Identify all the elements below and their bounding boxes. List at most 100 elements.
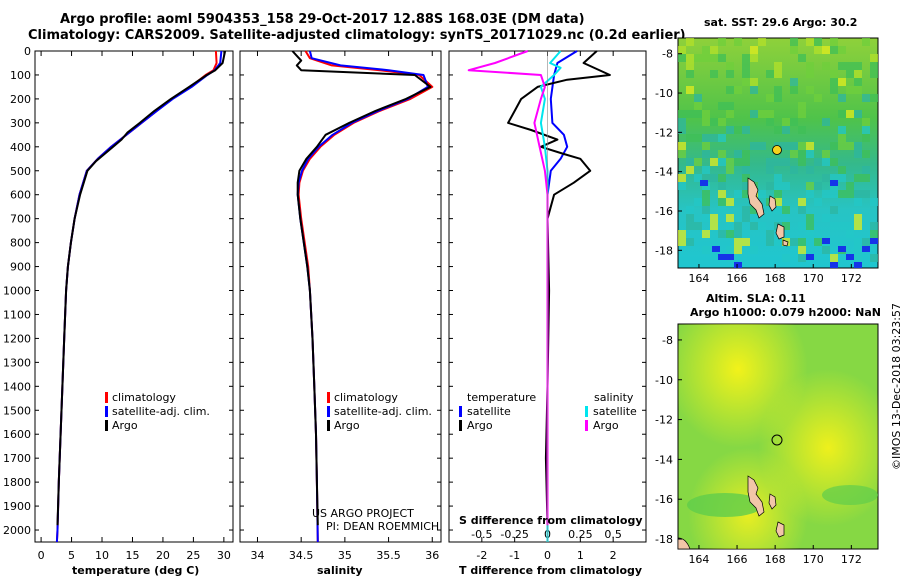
sst-pixel (678, 182, 686, 190)
sla-map: -8 -10 -12 -14 -16 -18 164 166 168 170 172 (655, 323, 879, 566)
sst-pixel (766, 70, 774, 78)
depth-tick-label: 2000 (3, 524, 31, 537)
sst-pixel (694, 110, 702, 118)
sst-pixel (806, 62, 814, 70)
lat-tick-label: -14 (655, 453, 673, 466)
sst-pixel (686, 222, 694, 230)
sst-pixel (686, 70, 694, 78)
sst-pixel (862, 94, 870, 102)
island-icon (747, 177, 765, 219)
lat-tick-label: -14 (655, 166, 673, 179)
difference-s-argo-line (467, 50, 549, 526)
lat-tick-label: -8 (662, 48, 673, 61)
island-icon (775, 521, 785, 538)
sst-pixel (854, 70, 862, 78)
salinity-tick-label: 34 (250, 549, 264, 562)
sst-pixel (846, 110, 854, 118)
sst-pixel (774, 206, 782, 214)
island-icon (768, 493, 777, 510)
sst-pixel (798, 54, 806, 62)
sla-low-band (687, 493, 763, 517)
sst-pixel (710, 174, 718, 182)
project-annotation: US ARGO PROJECT (312, 507, 414, 520)
difference-legend-right: salinity satellite Argo (585, 391, 637, 432)
sst-pixel (742, 78, 750, 86)
sst-pixel (702, 174, 710, 182)
difference-t-satellite-line (546, 50, 578, 542)
salinity-x-label: salinity (317, 564, 363, 577)
legend-label-s-satellite: satellite (593, 405, 637, 418)
sst-pixel (814, 158, 822, 166)
sst-pixel (822, 246, 830, 254)
sst-pixel (734, 150, 742, 158)
sst-pixel (854, 62, 862, 70)
t-diff-tick-label: 2 (610, 549, 617, 562)
sst-pixel (750, 246, 758, 254)
sst-pixel (702, 190, 710, 198)
sst-pixel (750, 78, 758, 86)
temperature-panel: 0100200300400500600700800900100011001200… (3, 45, 234, 577)
sst-pixel (854, 238, 862, 246)
depth-tick-label: 1400 (3, 380, 31, 393)
sst-pixel (742, 206, 750, 214)
sst-pixel (726, 214, 734, 222)
sst-pixel (742, 150, 750, 158)
difference-depth-ticks (449, 50, 646, 531)
depth-tick-label: 1700 (3, 452, 31, 465)
lon-tick-label: 166 (727, 272, 748, 285)
sst-pixel (726, 198, 734, 206)
sst-pixel (774, 182, 782, 190)
legend-swatch-t-argo (459, 420, 462, 431)
lat-tick-label: -16 (655, 205, 673, 218)
sst-pixel (774, 190, 782, 198)
sst-pixel (726, 230, 734, 238)
sst-pixel (702, 54, 710, 62)
sst-pixel (838, 46, 846, 54)
salinity-tick-label: 34.5 (289, 549, 314, 562)
sst-pixel (742, 190, 750, 198)
sst-pixel (710, 222, 718, 230)
sst-pixel (726, 222, 734, 230)
sst-pixel (830, 38, 838, 46)
sst-pixel (854, 174, 862, 182)
sst-pixel (798, 102, 806, 110)
sst-pixel (686, 206, 694, 214)
sst-pixel (846, 70, 854, 78)
lon-tick-label: 172 (841, 272, 862, 285)
sla-map-axes: -8 -10 -12 -14 -16 -18 164 166 168 170 172 (655, 334, 862, 566)
sst-pixel (806, 142, 814, 150)
sst-pixel (766, 230, 774, 238)
sst-pixel (790, 150, 798, 158)
sst-pixel (710, 46, 718, 54)
temperature-tick-label: 25 (186, 549, 200, 562)
sst-pixel (870, 198, 878, 206)
sst-pixel (798, 110, 806, 118)
legend-label-argo: Argo (112, 419, 138, 432)
sst-pixel-cold (862, 246, 870, 252)
sst-pixel (702, 246, 710, 254)
sst-pixel (678, 46, 686, 54)
sst-pixel (790, 86, 798, 94)
sst-pixel-cold (838, 246, 846, 252)
sst-map: -8 -10 -12 -14 -16 -18 164 166 168 170 172 (655, 37, 879, 285)
sst-pixel (750, 110, 758, 118)
sst-pixel (750, 142, 758, 150)
sst-pixel (742, 62, 750, 70)
sst-pixel (790, 38, 798, 46)
salinity-legend: climatology satellite-adj. clim. Argo (327, 391, 432, 432)
temperature-tick-label: 20 (156, 549, 170, 562)
sst-pixel (798, 142, 806, 150)
depth-tick-label: 800 (10, 237, 31, 250)
sst-pixel (838, 142, 846, 150)
sst-pixel (782, 158, 790, 166)
sst-pixel-cold (712, 246, 720, 252)
lat-tick-label: -18 (655, 244, 673, 257)
sst-pixel (798, 246, 806, 254)
sst-pixel (822, 190, 830, 198)
sst-pixel-cold (854, 262, 862, 268)
sst-pixel (846, 86, 854, 94)
salinity-tick-label: 36 (425, 549, 439, 562)
sst-pixel (830, 222, 838, 230)
sst-pixel (758, 110, 766, 118)
sst-pixel (838, 174, 846, 182)
